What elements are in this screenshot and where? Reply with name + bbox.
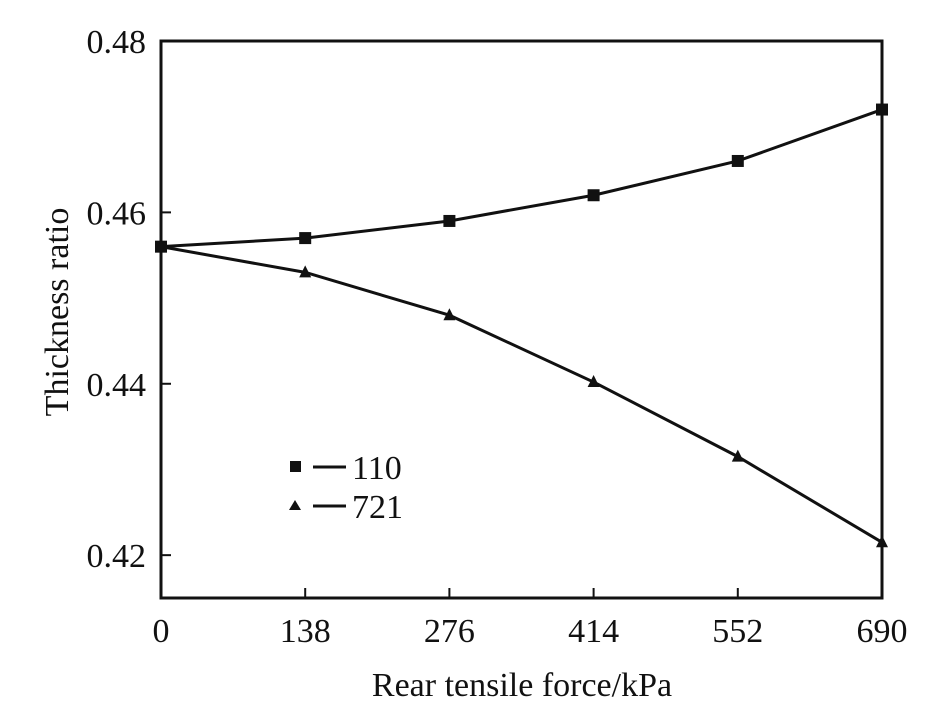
y-axis-title: Thickness ratio xyxy=(39,208,76,417)
data-point-721 xyxy=(155,239,167,252)
plot-frame xyxy=(159,39,884,600)
plot-area-frame xyxy=(159,39,884,600)
x-tick-label: 414 xyxy=(568,613,619,650)
data-point-110 xyxy=(587,189,600,202)
series-line-110 xyxy=(160,108,883,249)
data-point-110 xyxy=(731,154,744,167)
x-axis-title: Rear tensile force/kPa xyxy=(372,667,672,704)
legend-label-110: 110 xyxy=(352,450,402,487)
data-point-721 xyxy=(587,375,600,388)
x-tick-label: 552 xyxy=(712,613,763,650)
x-axis-ticks: 0 138 276 414 552 690 xyxy=(153,588,908,650)
legend-marker-721 xyxy=(289,500,301,510)
y-axis-ticks: 0.42 0.44 0.46 0.48 xyxy=(87,24,171,575)
y-tick-label: 0.46 xyxy=(87,195,147,232)
data-point-110 xyxy=(876,103,888,116)
x-tick-label: 138 xyxy=(280,613,331,650)
x-tick-label: 276 xyxy=(424,613,475,650)
legend: 110 721 xyxy=(289,450,403,526)
data-point-721 xyxy=(299,265,312,278)
x-tick-label: 0 xyxy=(153,613,170,650)
data-point-721 xyxy=(876,535,888,548)
series-line-721 xyxy=(160,245,883,544)
legend-label-721: 721 xyxy=(352,489,403,526)
data-point-110 xyxy=(443,214,456,227)
data-point-110 xyxy=(299,232,312,245)
y-tick-label: 0.48 xyxy=(87,24,147,61)
data-point-721 xyxy=(731,449,744,462)
x-tick-label: 690 xyxy=(857,613,908,650)
data-point-721 xyxy=(443,308,456,321)
y-tick-label: 0.44 xyxy=(87,367,147,404)
series-layer xyxy=(155,103,888,548)
y-tick-label: 0.42 xyxy=(87,538,147,575)
legend-marker-110 xyxy=(290,461,301,472)
